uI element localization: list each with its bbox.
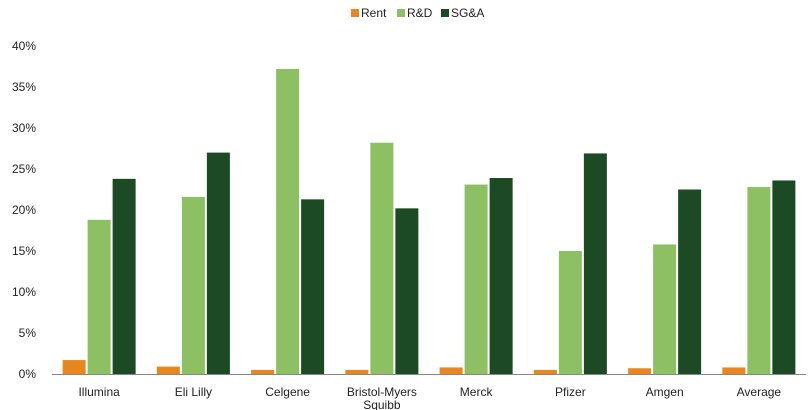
bar-amgen-sganda xyxy=(678,189,702,374)
x-tick-label-amgen: Amgen xyxy=(646,385,684,399)
x-tick-label-bristol-myers-squibb: Bristol-Myers Squibb xyxy=(347,385,417,410)
bar-pfizer-rent xyxy=(533,369,557,374)
y-tick-label: 10% xyxy=(12,285,36,299)
bar-average-sganda xyxy=(772,180,796,374)
legend: Rent R&D SG&A xyxy=(351,6,484,20)
x-tick-label-merck: Merck xyxy=(460,385,494,399)
x-tick-label-line: Merck xyxy=(460,385,494,399)
x-tick-label-line: Average xyxy=(737,385,782,399)
bar-bristol-myers-squibb-randd xyxy=(370,142,394,374)
y-tick-label: 35% xyxy=(12,80,36,94)
bars xyxy=(62,68,796,375)
x-tick-label-illumina: Illumina xyxy=(78,385,120,399)
legend-swatch-sganda xyxy=(441,9,449,17)
bar-illumina-rent xyxy=(62,360,86,374)
y-tick-label: 30% xyxy=(12,121,36,135)
bar-merck-sganda xyxy=(489,178,513,374)
bar-average-randd xyxy=(747,187,771,374)
bar-celgene-rent xyxy=(251,369,275,374)
x-tick-label-celgene: Celgene xyxy=(265,385,310,399)
bar-celgene-randd xyxy=(276,68,300,375)
bar-bristol-myers-squibb-sganda xyxy=(395,208,419,374)
bar-amgen-rent xyxy=(628,368,652,374)
legend-swatch-rent xyxy=(351,9,359,17)
x-tick-label-average: Average xyxy=(737,385,782,399)
x-tick-label-line: Squibb xyxy=(363,398,401,410)
bar-merck-randd xyxy=(464,184,488,374)
y-tick-label: 5% xyxy=(19,326,37,340)
legend-label-randd: R&D xyxy=(407,6,433,20)
x-tick-label-line: Pfizer xyxy=(555,385,586,399)
legend-swatch-randd xyxy=(397,9,405,17)
bar-illumina-sganda xyxy=(112,178,136,374)
bar-illumina-randd xyxy=(87,219,111,374)
x-tick-label-line: Amgen xyxy=(646,385,684,399)
y-tick-label: 40% xyxy=(12,39,36,53)
bar-eli-lilly-rent xyxy=(156,366,180,374)
bar-celgene-sganda xyxy=(301,199,325,374)
bar-pfizer-randd xyxy=(558,251,582,374)
legend-label-sganda: SG&A xyxy=(451,6,484,20)
x-tick-label-pfizer: Pfizer xyxy=(555,385,586,399)
x-tick-label-line: Bristol-Myers xyxy=(347,385,417,399)
legend-label-rent: Rent xyxy=(361,6,387,20)
y-tick-label: 20% xyxy=(12,203,36,217)
y-tick-label: 15% xyxy=(12,244,36,258)
x-tick-label-line: Celgene xyxy=(265,385,310,399)
bar-eli-lilly-sganda xyxy=(206,152,230,374)
y-axis: 0% 5% 10% 15% 20% 25% 30% 35% 40% xyxy=(12,39,36,381)
x-tick-label-eli-lilly: Eli Lilly xyxy=(175,385,212,399)
bar-merck-rent xyxy=(439,367,463,374)
bar-bristol-myers-squibb-rent xyxy=(345,369,369,374)
x-tick-label-line: Illumina xyxy=(78,385,120,399)
y-tick-label: 25% xyxy=(12,162,36,176)
bar-amgen-randd xyxy=(653,244,677,374)
x-axis: Illumina Eli Lilly Celgene Bristol-Myers Squ… xyxy=(52,374,806,410)
bar-eli-lilly-randd xyxy=(181,196,205,374)
y-tick-label: 0% xyxy=(19,367,37,381)
bar-average-rent xyxy=(722,367,746,374)
x-tick-label-line: Eli Lilly xyxy=(175,385,212,399)
bar-pfizer-sganda xyxy=(583,153,607,374)
